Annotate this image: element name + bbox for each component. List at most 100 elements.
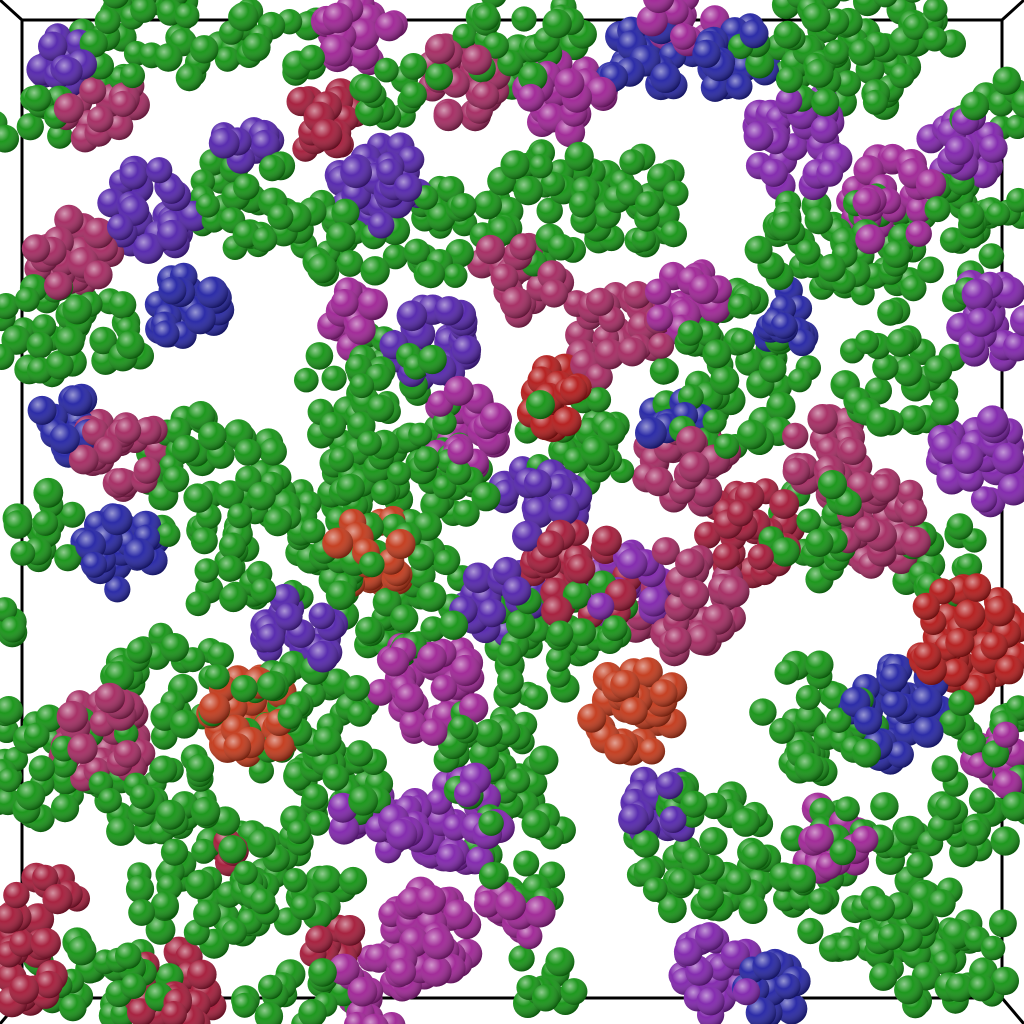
- particle-shading: [258, 974, 283, 1000]
- particle-shading: [477, 598, 507, 628]
- particle-shading: [190, 35, 219, 64]
- particle-shading: [805, 650, 834, 679]
- particle-shading: [545, 947, 575, 977]
- particle-shading: [433, 549, 459, 576]
- particle-shading: [619, 149, 645, 175]
- particle-shading: [910, 685, 943, 718]
- particle-shading: [26, 331, 54, 359]
- particle-shading: [150, 723, 178, 750]
- particle-shading: [160, 633, 190, 662]
- particle-shading: [321, 365, 347, 391]
- particle-shading: [932, 950, 958, 975]
- particle-shading: [145, 915, 176, 945]
- particle-shading: [347, 701, 372, 727]
- particle-shading: [850, 281, 875, 306]
- particle-shading: [970, 486, 998, 513]
- particle-shading: [738, 895, 768, 924]
- particle-shading: [15, 287, 40, 312]
- particle-shading: [681, 847, 710, 876]
- particle-shading: [59, 501, 86, 528]
- particle-shading: [162, 465, 190, 493]
- particle-shading: [905, 220, 932, 247]
- particle-shading: [505, 768, 531, 794]
- particle-shading: [106, 816, 136, 846]
- particle-shading: [9, 930, 36, 957]
- particle-shading: [336, 250, 364, 277]
- particle-shading: [298, 998, 327, 1024]
- particle-shading: [171, 434, 200, 463]
- particle-shading: [346, 315, 376, 345]
- particle-shading: [95, 436, 123, 464]
- particle-shading: [864, 377, 892, 405]
- particle-shading: [158, 276, 187, 305]
- particle-shading: [1011, 88, 1024, 118]
- particle-shading: [953, 599, 986, 631]
- particle-shading: [128, 899, 156, 926]
- particle-shading: [899, 405, 926, 433]
- particle-shading: [334, 915, 366, 946]
- particle-shading: [174, 3, 200, 28]
- particle-shading: [540, 171, 565, 196]
- particle-shading: [50, 794, 80, 823]
- particle-shading: [126, 638, 153, 664]
- particle-shading: [413, 446, 440, 473]
- particle-shading: [604, 733, 635, 765]
- particle-shading: [191, 838, 217, 864]
- particle-shading: [638, 737, 666, 765]
- particle-shading: [710, 365, 740, 396]
- particle-shading: [3, 510, 33, 539]
- particle-shading: [299, 44, 325, 71]
- particle-shading: [992, 66, 1021, 96]
- particle-shading: [308, 958, 337, 987]
- particle-shading: [986, 201, 1011, 227]
- particle-shading: [432, 410, 457, 435]
- particle-shading: [443, 899, 473, 930]
- particle-shading: [797, 917, 824, 945]
- particle-shading: [870, 792, 899, 821]
- particle-shading: [27, 395, 57, 425]
- particle-shading: [54, 544, 82, 572]
- particle-shading: [521, 809, 550, 839]
- particle-shading: [394, 683, 424, 713]
- particle-shading: [990, 826, 1020, 856]
- particle-shading: [44, 271, 73, 300]
- particle-shading: [149, 755, 178, 784]
- particle-shading: [697, 883, 725, 911]
- particle-shading: [33, 477, 64, 508]
- particle-shading: [619, 697, 648, 726]
- particle-shading: [328, 953, 360, 986]
- particle-shading: [775, 993, 808, 1024]
- particle-shading: [906, 851, 933, 879]
- particle-shading: [889, 63, 915, 89]
- particle-shading: [94, 8, 121, 34]
- particle-shading: [150, 891, 179, 920]
- particle-shading: [735, 347, 764, 376]
- particle-shading: [769, 717, 796, 744]
- particle-shading: [233, 173, 260, 200]
- particle-shading: [795, 704, 824, 733]
- particle-shading: [215, 480, 245, 509]
- box-edge-corner-tr: [1000, 0, 1024, 22]
- particle-shading: [591, 525, 622, 557]
- particle-shading: [227, 503, 253, 529]
- particle-shading: [905, 0, 921, 3]
- particle-shading: [256, 623, 285, 653]
- particle-shading: [156, 219, 188, 251]
- particle-shading: [1005, 114, 1024, 139]
- particle-shading: [948, 689, 975, 716]
- particle-shading: [294, 367, 319, 393]
- particle-shading: [443, 263, 468, 288]
- particle-shading: [744, 235, 773, 264]
- particle-shading: [989, 909, 1017, 938]
- particle-shading: [387, 461, 411, 486]
- particle-shading: [499, 286, 532, 319]
- particle-shading: [328, 813, 360, 845]
- particle-shading: [540, 279, 569, 308]
- box-edge-corner-br: [1000, 997, 1024, 1024]
- particle-shading: [839, 438, 867, 465]
- particle-shading: [214, 46, 240, 72]
- particle-shading: [717, 575, 750, 608]
- particle-shading: [347, 18, 380, 51]
- particle-shading: [638, 585, 669, 617]
- particle-shading: [130, 0, 157, 23]
